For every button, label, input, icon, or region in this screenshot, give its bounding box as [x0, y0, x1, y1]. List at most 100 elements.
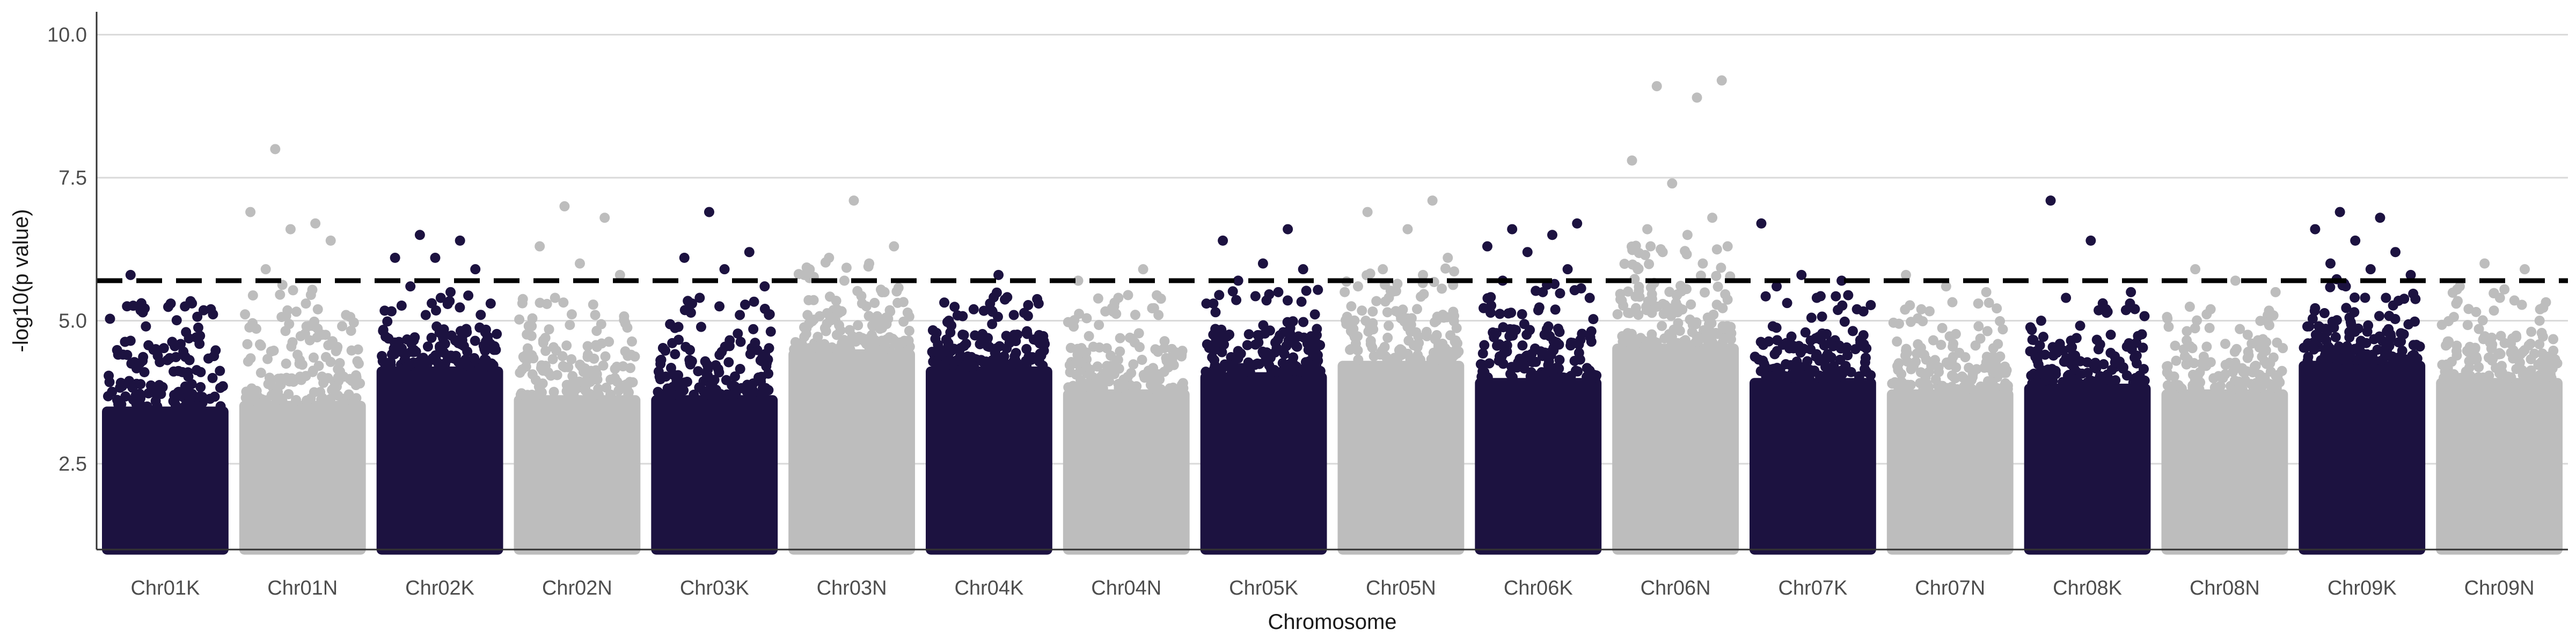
point — [875, 344, 885, 355]
point — [2028, 335, 2039, 346]
point — [1381, 352, 1392, 363]
point — [1352, 331, 1363, 342]
point — [655, 374, 666, 385]
point — [2307, 313, 2318, 324]
point — [1717, 303, 1728, 313]
point — [1449, 266, 1460, 277]
point — [1095, 378, 1106, 389]
point — [1531, 356, 1541, 367]
point — [1552, 362, 1562, 373]
point — [895, 337, 906, 348]
point — [1391, 306, 1401, 317]
point — [2495, 349, 2506, 360]
point — [1210, 367, 1221, 377]
point — [263, 379, 274, 390]
point — [2534, 359, 2544, 370]
point — [2344, 327, 2355, 338]
point — [1426, 354, 1437, 364]
point — [730, 371, 741, 382]
point — [2451, 340, 2462, 351]
point — [1861, 367, 1872, 377]
point — [1384, 320, 1394, 331]
peak-point — [2350, 235, 2361, 246]
peak-point — [704, 207, 714, 217]
point — [852, 286, 863, 296]
point — [619, 311, 630, 322]
point — [1036, 350, 1046, 361]
point — [686, 356, 697, 367]
point — [813, 332, 823, 342]
point — [446, 330, 457, 341]
peak-point — [559, 201, 570, 211]
peak-point — [1651, 81, 1662, 92]
point — [1037, 360, 1048, 371]
chromosome-points-Chr07K — [1750, 218, 1876, 555]
peak-point — [470, 264, 481, 275]
peak-point — [1756, 218, 1767, 229]
point — [2110, 351, 2120, 362]
point — [1163, 362, 1174, 372]
peak-point — [405, 281, 416, 292]
y-axis-title: -log10(p value) — [9, 209, 33, 353]
point — [2187, 382, 2198, 393]
peak-point — [1667, 178, 1678, 189]
point — [2548, 334, 2559, 345]
point — [2237, 384, 2248, 394]
point — [255, 340, 266, 351]
point — [579, 367, 589, 377]
point — [113, 349, 123, 360]
point — [2499, 284, 2510, 295]
point — [2204, 323, 2215, 333]
peak-point — [2381, 292, 2391, 303]
point — [462, 327, 472, 338]
peak-point — [1283, 224, 1293, 235]
point — [927, 347, 938, 357]
point — [723, 357, 734, 368]
point — [1791, 356, 1802, 367]
point — [2461, 372, 2472, 383]
point — [1296, 296, 1307, 307]
point — [1312, 324, 1322, 334]
peak-point — [824, 252, 835, 263]
point — [833, 308, 844, 318]
point — [294, 358, 305, 369]
point — [137, 355, 148, 366]
point — [308, 352, 319, 363]
point — [2401, 355, 2411, 365]
point — [334, 358, 345, 369]
point — [171, 352, 181, 362]
point — [574, 376, 585, 387]
point — [1012, 358, 1023, 369]
point — [240, 309, 251, 320]
point — [582, 341, 593, 352]
peak-point — [2405, 269, 2416, 280]
point — [431, 321, 442, 332]
point — [2473, 324, 2484, 334]
point — [1106, 361, 1116, 371]
point — [1128, 359, 1139, 370]
point — [948, 356, 959, 367]
x-tick-label-Chr08K: Chr08K — [2053, 577, 2122, 599]
point — [544, 324, 554, 335]
peak-point — [1811, 292, 1822, 303]
point — [284, 319, 295, 330]
point — [463, 290, 474, 301]
point — [598, 360, 609, 371]
point — [2502, 371, 2513, 382]
peak-point — [1633, 264, 1643, 275]
point — [1781, 359, 1791, 370]
point — [2374, 311, 2384, 321]
point — [1406, 313, 1417, 324]
point — [714, 301, 725, 312]
point — [724, 335, 735, 346]
point — [2201, 341, 2212, 352]
point — [2105, 375, 2116, 386]
point — [107, 386, 118, 397]
point — [552, 370, 562, 380]
point — [2025, 346, 2036, 357]
point — [1908, 361, 1919, 371]
peak-point — [1836, 275, 1847, 286]
point — [1503, 308, 1514, 319]
dense-points-Chr03N — [788, 349, 915, 555]
point — [727, 380, 737, 391]
